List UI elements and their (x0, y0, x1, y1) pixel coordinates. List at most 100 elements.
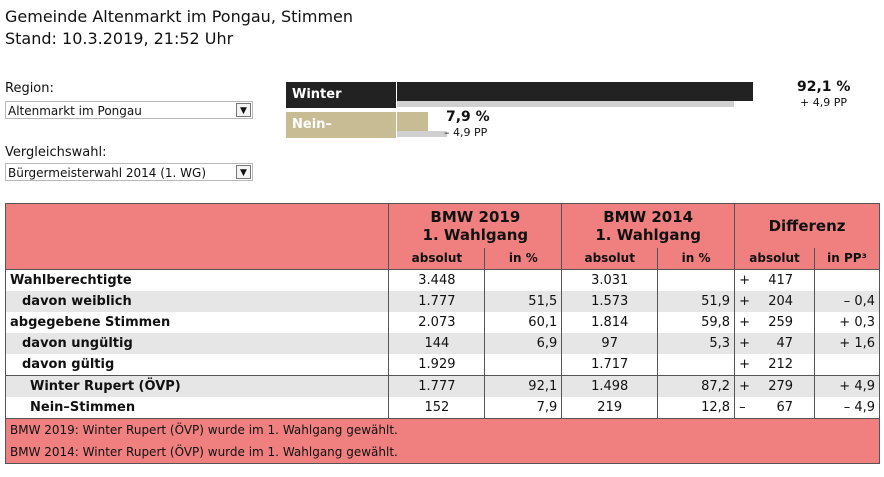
footnote: BMW 2019: Winter Rupert (ÖVP) wurde im 1… (5, 418, 880, 441)
title-text: Gemeinde Altenmarkt im Pongau, Stimmen (5, 7, 354, 26)
pct-2014: 59,8 (657, 312, 735, 333)
col-pct: in % (484, 248, 562, 270)
row-label: abgegebene Stimmen (10, 315, 171, 330)
result-bar-winter (397, 82, 754, 101)
diff-sign: – (739, 400, 746, 415)
header-bmw-2014: BMW 2014 1. Wahlgang (561, 203, 735, 248)
diff-sign: + (739, 273, 750, 288)
result-value-winter: 92,1 % (797, 79, 851, 95)
diff-abs: +279 (734, 375, 815, 397)
abs-2014: 97 (561, 333, 658, 354)
diff-abs: +47 (734, 333, 815, 354)
table-row: davon gültig 1.929 1.717 +212 (6, 354, 880, 376)
col-absolut: absolut (734, 248, 815, 270)
header-bmw-2019: BMW 2019 1. Wahlgang (388, 203, 562, 248)
pct-2019: 51,5 (484, 291, 562, 312)
chevron-down-icon[interactable]: ▼ (236, 103, 251, 117)
abs-2014: 1.814 (561, 312, 658, 333)
col-pct: in % (657, 248, 735, 270)
diff-abs: – 67 (734, 397, 815, 419)
diff-pp: – 0,4 (814, 291, 880, 312)
diff-sign: + (739, 294, 750, 309)
result-bar-nein (397, 112, 428, 131)
header-cell (5, 203, 389, 248)
diff-abs: +417 (734, 269, 815, 291)
table-row: davon ungültig 144 6,9 97 5,3 +47 + 1,6 (5, 333, 880, 354)
abs-2014: 1.717 (561, 354, 658, 376)
pct-2014 (657, 269, 735, 291)
diff-value: 47 (776, 336, 794, 351)
diff-value: 279 (768, 379, 794, 394)
col-absolut: absolut (561, 248, 658, 270)
region-select[interactable]: Altenmarkt im Pongau ▼ (5, 101, 253, 119)
diff-pp: – 4,9 (814, 397, 880, 419)
diff-pp: + 1,6 (814, 333, 880, 354)
diff-pp: + 4,9 (814, 375, 880, 397)
diff-value: 259 (768, 315, 794, 330)
candidate-label-winter: Winter Rupert (286, 82, 396, 128)
pct-2019: 7,9 (484, 397, 562, 419)
abs-2019: 1.929 (388, 354, 485, 376)
table-row: Nein–Stimmen 152 7,9 219 12,8– 67 – 4,9 (6, 397, 880, 419)
region-selected: Altenmarkt im Pongau (8, 104, 142, 118)
vergleich-select[interactable]: Bürgermeisterwahl 2014 (1. WG) ▼ (5, 163, 253, 181)
vergleich-label: Vergleichswahl: (5, 145, 107, 160)
pct-2014: 12,8 (657, 397, 735, 419)
pct-2019: 6,9 (484, 333, 562, 354)
result-value-nein: 7,9 % (446, 109, 490, 125)
pct-2019: 92,1 (484, 375, 562, 397)
diff-sign: + (739, 379, 750, 394)
header-cell (5, 248, 389, 270)
abs-2014: 219 (561, 397, 658, 419)
diff-abs: +212 (734, 354, 815, 376)
footnote: BMW 2014: Winter Rupert (ÖVP) wurde im 1… (5, 441, 880, 464)
comparison-bar-winter (397, 101, 735, 107)
table-row: davon weiblich 1.777 51,5 1.573 51,9 +204– 0,… (5, 291, 880, 312)
diff-abs: +259 (734, 312, 815, 333)
page-title: Gemeinde Altenmarkt im Pongau, Stimmen S… (5, 6, 353, 50)
row-label: Wahlberechtigte (5, 269, 389, 291)
pct-2019 (484, 354, 562, 376)
abs-2019: 152 (388, 397, 485, 419)
diff-sign: + (739, 336, 750, 351)
diff-value: 212 (768, 357, 794, 372)
row-label: Winter Rupert (ÖVP) (5, 375, 389, 397)
row-label: Nein–Stimmen (30, 400, 136, 415)
region-label: Region: (5, 81, 54, 96)
candidate-label-nein: Nein–Stimmen (286, 112, 396, 158)
abs-2014: 1.573 (561, 291, 658, 312)
diff-pp (814, 354, 880, 376)
vergleich-selected: Bürgermeisterwahl 2014 (1. WG) (8, 166, 207, 180)
col-pp: in PP³ (814, 248, 880, 270)
status-text: Stand: 10.3.2019, 21:52 Uhr (5, 29, 234, 48)
abs-2019: 1.777 (388, 375, 485, 397)
pct-2014: 51,9 (657, 291, 735, 312)
diff-abs: +204 (734, 291, 815, 312)
result-diff-nein: – 4,9 PP (444, 126, 488, 139)
diff-value: 67 (776, 400, 794, 415)
diff-sign: + (739, 357, 750, 372)
row-label: davon gültig (22, 357, 115, 372)
abs-2019: 3.448 (388, 269, 485, 291)
row-label: davon ungültig (5, 333, 389, 354)
pct-2019: 60,1 (484, 312, 562, 333)
table-row: Wahlberechtigte 3.448 3.031 +417 (5, 269, 880, 291)
result-diff-winter: + 4,9 PP (800, 96, 847, 109)
abs-2019: 144 (388, 333, 485, 354)
table-row: abgegebene Stimmen 2.073 60,1 1.814 59,8 +259… (6, 312, 880, 333)
diff-value: 417 (768, 273, 794, 288)
diff-sign: + (739, 315, 750, 330)
abs-2019: 1.777 (388, 291, 485, 312)
header-differenz: Differenz (734, 203, 880, 248)
row-label: davon weiblich (5, 291, 389, 312)
pct-2014: 5,3 (657, 333, 735, 354)
diff-pp: + 0,3 (814, 312, 880, 333)
diff-value: 204 (768, 294, 794, 309)
diff-pp (814, 269, 880, 291)
comparison-bar-nein (397, 131, 447, 137)
pct-2019 (484, 269, 562, 291)
results-table: BMW 2019 1. Wahlgang BMW 2014 1. Wahlgang … (5, 203, 880, 464)
chevron-down-icon[interactable]: ▼ (236, 165, 251, 179)
abs-2019: 2.073 (388, 312, 485, 333)
col-absolut: absolut (388, 248, 485, 270)
